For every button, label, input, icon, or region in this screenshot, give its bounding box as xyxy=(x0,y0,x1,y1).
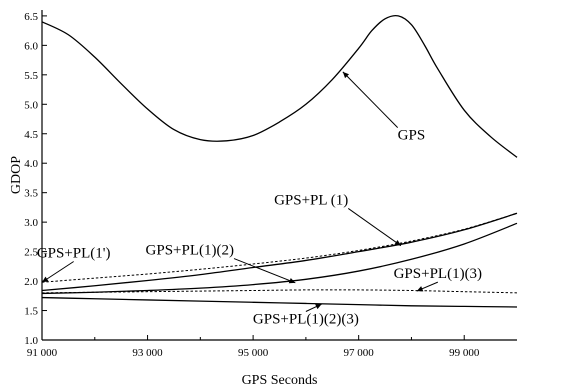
y-tick-label: 6.0 xyxy=(24,40,38,52)
annotation-arrowhead xyxy=(416,286,424,292)
annotation-label-gps-pl-1: GPS+PL (1) xyxy=(274,192,348,208)
y-tick-label: 3.0 xyxy=(24,217,38,229)
series-line-gps-pl-1-2-3 xyxy=(41,296,518,308)
ticks: 91 000 93 000 95 000 97 000 99 000 1.0 1.5 2.0 2… xyxy=(24,11,480,359)
y-tick-label: 4.0 xyxy=(24,158,38,170)
annotation-label-gps-pl-1: GPS+PL(1') xyxy=(37,246,111,262)
y-tick-label: 5.5 xyxy=(24,70,38,82)
annotation-arrowhead xyxy=(288,278,296,284)
series-line-gps-pl-1 xyxy=(41,212,518,292)
y-tick-label: 1.0 xyxy=(24,335,38,347)
y-tick-label: 6.5 xyxy=(24,11,38,23)
annotation-label-gps-pl-1-3: GPS+PL(1)(3) xyxy=(394,266,482,282)
annotation-label-gps-pl-1-2-3: GPS+PL(1)(2)(3) xyxy=(253,312,359,328)
y-tick-label: 3.5 xyxy=(24,188,38,200)
annotation-arrow-gps-pl-1 xyxy=(347,208,402,247)
series-layer xyxy=(41,14,518,308)
x-axis-title: GPS Seconds xyxy=(242,373,318,388)
y-tick-label: 2.5 xyxy=(24,247,38,259)
annotation-arrow-gps-pl-1-2 xyxy=(233,258,296,284)
x-tick-label: 93 000 xyxy=(132,347,163,359)
y-tick-label: 5.0 xyxy=(24,99,38,111)
x-tick-label: 91 000 xyxy=(27,347,58,359)
series-line-gps-pl-1-2 xyxy=(41,222,518,295)
annotation-arrow-gps xyxy=(342,71,399,128)
annotation-arrowhead xyxy=(315,304,322,310)
y-tick-label: 1.5 xyxy=(24,306,38,318)
y-tick-label: 4.5 xyxy=(24,129,38,141)
annotation-arrows xyxy=(41,71,439,312)
annotation-label-gps: GPS xyxy=(398,128,426,144)
y-tick-label: 2.0 xyxy=(24,276,38,288)
x-tick-label: 99 000 xyxy=(449,347,480,359)
annotation-label-gps-pl-1-2: GPS+PL(1)(2) xyxy=(146,243,234,259)
annotation-arrowhead xyxy=(394,239,401,246)
axes xyxy=(41,10,517,341)
annotations: GPS GPS+PL (1) GPS+PL(1') GPS+PL(1)(2) GPS+P… xyxy=(37,128,482,328)
annotation-arrow-gps-pl-1 xyxy=(41,261,74,283)
x-tick-label: 97 000 xyxy=(344,347,375,359)
x-tick-label: 95 000 xyxy=(238,347,269,359)
y-axis-title: GDOP xyxy=(9,156,24,194)
series-line-gps xyxy=(41,14,518,158)
annotation-arrowhead xyxy=(342,71,350,79)
